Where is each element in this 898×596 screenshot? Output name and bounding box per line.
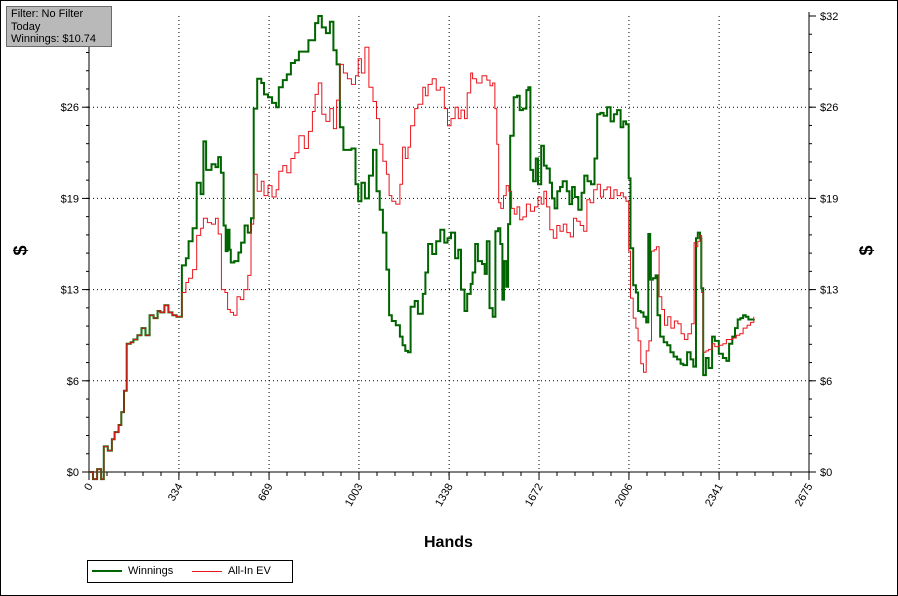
y-tick-label-right: $32 xyxy=(820,11,838,23)
x-axis-title: Hands xyxy=(424,534,473,551)
x-tick-label: 1003 xyxy=(343,482,366,509)
series-line-allin-ev xyxy=(89,46,755,480)
filter-winnings: Winnings: $10.74 xyxy=(11,33,96,45)
x-tick-label: 2675 xyxy=(793,482,816,509)
x-tick-label: 334 xyxy=(166,482,186,504)
legend-item-allin-ev: All-In EV xyxy=(192,565,271,577)
legend-swatch-allin-ev xyxy=(192,570,222,572)
legend-item-winnings: Winnings xyxy=(92,565,173,577)
y-tick-label-right: $6 xyxy=(820,376,832,388)
y-tick-label-left: $13 xyxy=(61,285,79,297)
y-tick-label-left: $26 xyxy=(61,102,79,114)
y-tick-label-left: $19 xyxy=(61,193,79,205)
x-tick-label: 2341 xyxy=(703,482,726,509)
x-tick-label: 2006 xyxy=(613,482,636,509)
filter-info-box: Filter: No Filter Today Winnings: $10.74 xyxy=(6,6,112,47)
y-axis-title-right: $ xyxy=(856,245,877,256)
x-tick-label: 0 xyxy=(82,482,95,493)
x-tick-label: 669 xyxy=(256,482,276,504)
legend-label-winnings: Winnings xyxy=(128,565,174,577)
x-tick-label: 1338 xyxy=(433,482,456,509)
x-tick-label: 1672 xyxy=(523,482,546,509)
y-tick-label-right: $0 xyxy=(820,467,832,479)
filter-period: Today xyxy=(11,20,41,33)
filter-label: Filter: No Filter xyxy=(11,8,84,20)
y-tick-label-right: $26 xyxy=(820,102,838,114)
legend-swatch-winnings xyxy=(92,570,122,572)
y-axis-title-left: $ xyxy=(10,245,31,256)
y-tick-label-right: $13 xyxy=(820,285,838,297)
y-tick-label-left: $0 xyxy=(67,467,79,479)
legend: Winnings All-In EV xyxy=(87,560,293,583)
y-tick-label-left: $6 xyxy=(67,376,79,388)
series-line-winnings xyxy=(89,15,755,481)
legend-label-allin-ev: All-In EV xyxy=(228,565,271,577)
y-tick-label-right: $19 xyxy=(820,193,838,205)
